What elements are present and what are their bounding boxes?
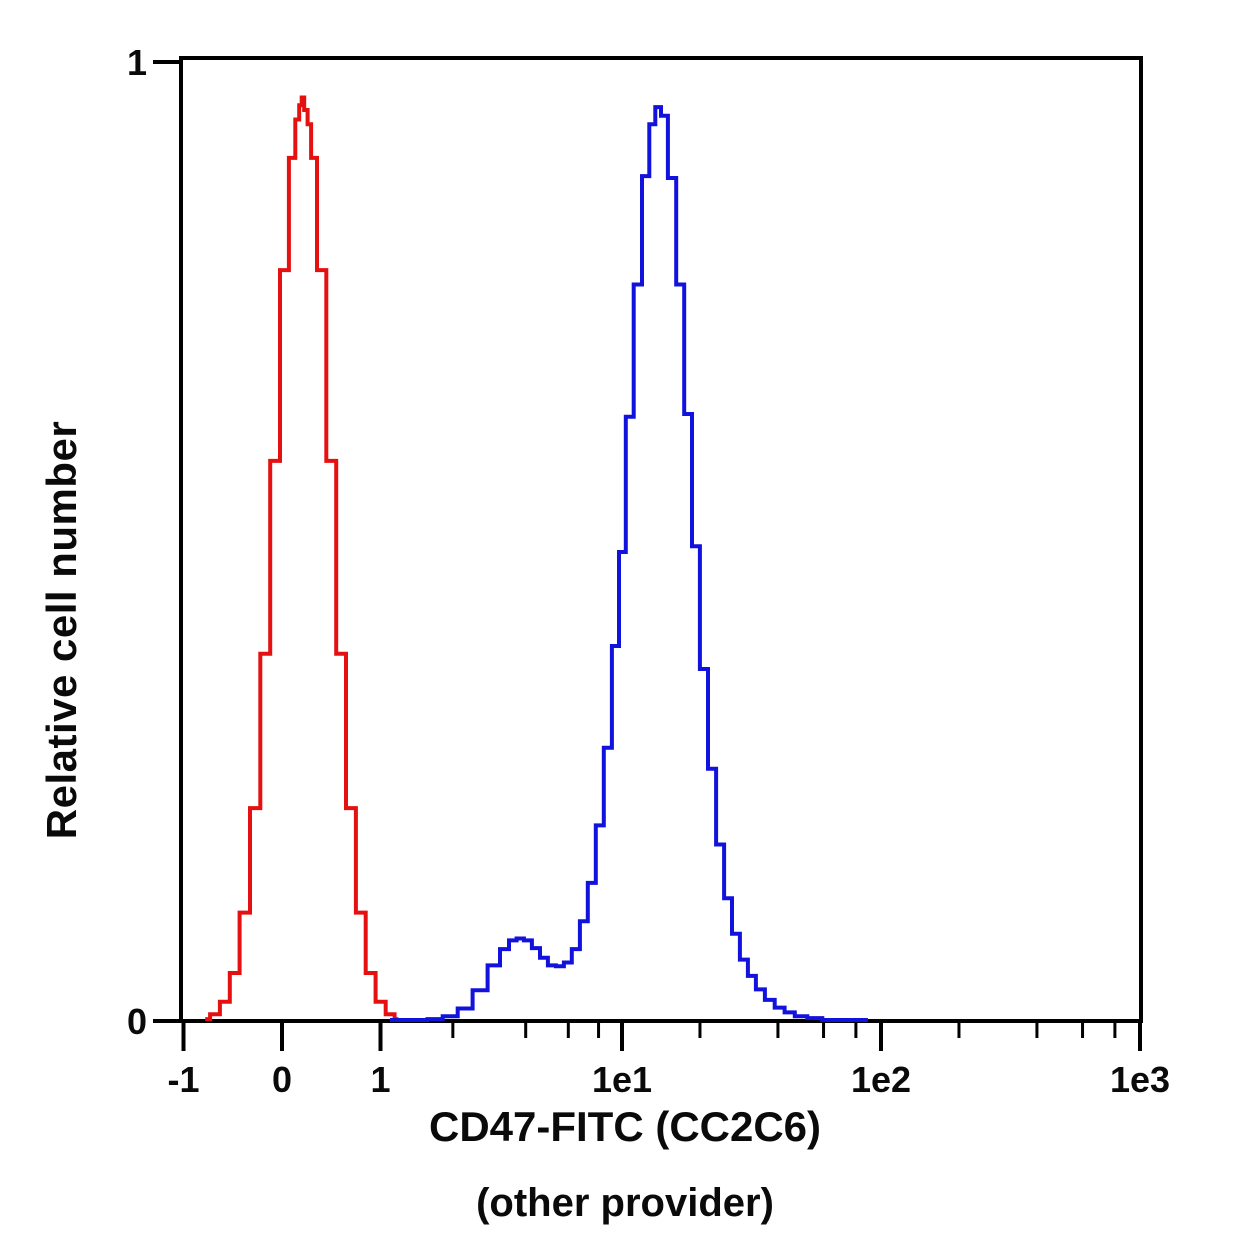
x-axis-tick-label: 1e1 — [592, 1059, 652, 1100]
y-axis-tick-label: 1 — [127, 42, 147, 83]
red-curve-negative-control — [205, 95, 399, 1022]
x-axis-title: CD47-FITC (CC2C6) — [428, 1103, 822, 1150]
x-axis-tick-label: 0 — [272, 1059, 292, 1100]
y-axis-title: Relative cell number — [38, 420, 85, 840]
x-axis-tick-label: 1 — [370, 1059, 390, 1100]
y-axis-tick-label: 0 — [127, 1001, 147, 1042]
blue-curve-cd47-fitc-stained — [390, 105, 868, 1022]
x-axis-subtitle: (other provider) — [476, 1181, 774, 1225]
x-axis-tick-label: 1e2 — [851, 1059, 911, 1100]
x-axis-tick-label: 1e3 — [1110, 1059, 1170, 1100]
plot-border — [179, 56, 1143, 1023]
x-axis-tick-label: -1 — [167, 1059, 199, 1100]
